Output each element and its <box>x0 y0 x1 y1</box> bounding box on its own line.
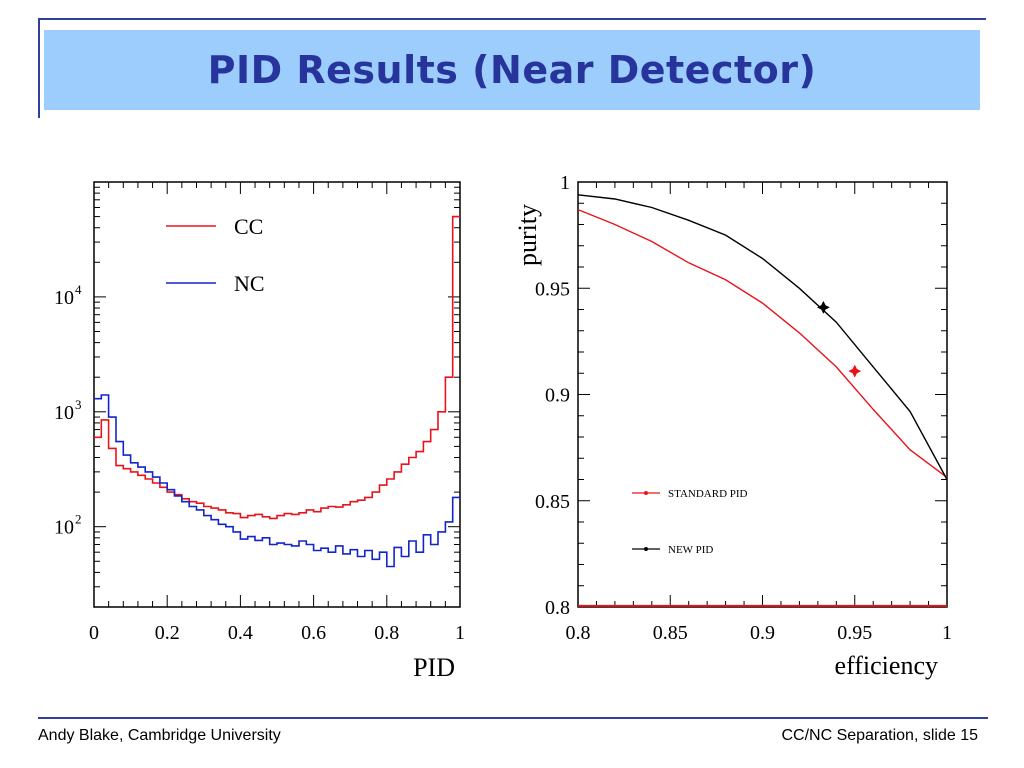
pid-y-tick-exponent: 4 <box>75 282 82 297</box>
pid-series-cc <box>94 215 460 520</box>
pe-y-tick-label: 1 <box>560 172 570 194</box>
pid-x-tick-label: 0.4 <box>228 622 253 644</box>
footer-slide-info: CC/NC Separation, slide 15 <box>781 727 978 744</box>
pe-series-group <box>577 194 948 607</box>
legend-new-label: NEW PID <box>668 544 713 556</box>
pe-x-tick-label: 0.8 <box>566 622 591 644</box>
pid-legend: CC NC <box>166 214 265 296</box>
pe-x-tick-label: 0.95 <box>837 622 872 644</box>
pe-x-tick-label: 0.85 <box>653 622 688 644</box>
pid-ticks <box>93 182 461 608</box>
pe-plot-frame <box>577 181 948 608</box>
pid-y-tick-exponent: 2 <box>75 512 82 527</box>
frame-left-line <box>38 18 40 118</box>
pe-x-tick-labels: 0.8 0.85 0.9 0.95 1 <box>566 622 953 644</box>
pid-y-tick-label: 10 <box>54 287 74 309</box>
pe-series-standard-pid <box>577 208 948 478</box>
pid-y-tick-label: 10 <box>54 402 74 424</box>
pe-series-new-pid <box>577 194 948 480</box>
pe-y-axis-label: purity <box>513 204 542 266</box>
legend-standard-marker <box>644 491 648 495</box>
pe-y-tick-label: 0.8 <box>545 597 570 619</box>
pid-series-group <box>94 215 460 568</box>
pe-y-tick-label: 0.95 <box>535 278 570 300</box>
footer-author: Andy Blake, Cambridge University <box>38 727 281 744</box>
slide-title: PID Results (Near Detector) <box>207 48 817 92</box>
pe-y-tick-label: 0.9 <box>545 385 570 407</box>
footer-rule <box>38 717 988 719</box>
pid-x-tick-label: 0 <box>89 622 99 644</box>
legend-nc-label: NC <box>234 271 265 296</box>
pid-x-tick-label: 0.8 <box>374 622 399 644</box>
pid-y-tick-label: 10 <box>54 517 74 539</box>
pe-y-tick-label: 0.85 <box>535 491 570 513</box>
pid-series-nc <box>94 394 460 568</box>
pe-legend: STANDARD PID NEW PID <box>632 488 748 556</box>
pid-x-tick-label: 0.2 <box>155 622 180 644</box>
purity-efficiency-chart: STANDARD PID NEW PID 0.8 0.85 0.9 0.95 1 0.8… <box>513 172 953 680</box>
pe-x-tick-label: 1 <box>942 622 952 644</box>
pid-x-tick-labels: 0 0.2 0.4 0.6 0.8 1 <box>89 622 465 644</box>
pe-y-tick-labels: 0.8 0.85 0.9 0.95 1 <box>535 172 570 619</box>
legend-cc-label: CC <box>234 214 263 239</box>
frame-top-line <box>38 18 986 20</box>
legend-standard-label: STANDARD PID <box>668 488 748 500</box>
pe-marker-new-pid <box>816 300 830 314</box>
title-band: PID Results (Near Detector) <box>44 30 980 110</box>
pe-x-axis-label: efficiency <box>835 651 938 680</box>
pe-x-tick-label: 0.9 <box>750 622 775 644</box>
legend-new-marker <box>644 547 648 551</box>
pid-plot-frame <box>93 181 461 608</box>
pid-x-tick-label: 1 <box>455 622 465 644</box>
pid-y-tick-exponent: 3 <box>75 397 82 412</box>
pid-x-tick-label: 0.6 <box>301 622 326 644</box>
pe-marker-standard-pid <box>848 364 862 378</box>
pid-x-axis-label: PID <box>413 653 455 682</box>
